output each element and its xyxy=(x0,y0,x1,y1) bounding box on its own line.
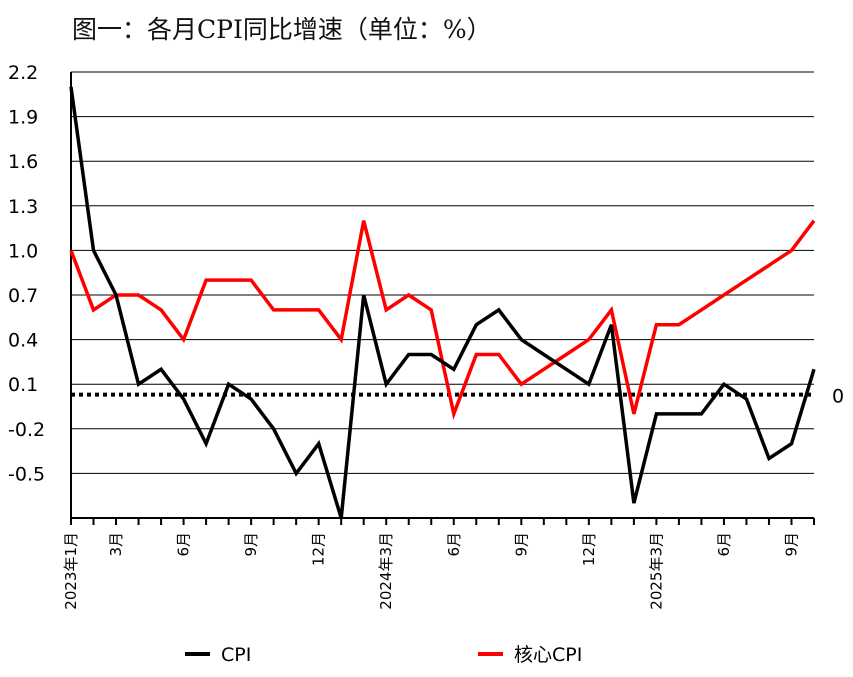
legend-label: 核心CPI xyxy=(514,644,582,666)
y-tick-label: 1.0 xyxy=(8,240,38,262)
zero-reference: 0 xyxy=(71,386,844,408)
reference-label: 0 xyxy=(832,386,844,408)
y-tick-label: 1.6 xyxy=(8,151,38,173)
y-tick-label: 0.4 xyxy=(8,330,38,352)
x-tick-label: 3月 xyxy=(107,532,125,557)
y-axis-ticks: 2.2 1.9 1.6 1.3 1.0 0.7 0.4 0.1 -0.2 -0.5 xyxy=(8,62,45,485)
y-tick-label: 0.7 xyxy=(8,285,38,307)
series-line-core-cpi xyxy=(69,219,816,421)
legend: CPI 核心CPI xyxy=(185,644,582,666)
x-tick-label: 12月 xyxy=(580,532,598,566)
x-tick-label: 2025年3月 xyxy=(647,532,665,610)
y-tick-label: 1.9 xyxy=(8,107,38,129)
axes xyxy=(70,72,814,519)
legend-label: CPI xyxy=(221,644,251,666)
chart-title: 图一：各月CPI同比增速（单位：%） xyxy=(72,15,492,44)
series-lines xyxy=(69,86,816,519)
x-tick-label: 6月 xyxy=(175,532,193,557)
gridlines xyxy=(71,71,814,474)
x-tick-label: 6月 xyxy=(445,532,463,557)
y-tick-label: 0.1 xyxy=(8,374,38,396)
x-tick-label: 9月 xyxy=(242,532,260,557)
x-axis-ticks: 2023年1月 3月 6月 9月 12月 2024年3月 6月 9月 12月 2025年3月 6月 9… xyxy=(62,518,815,610)
y-tick-label: -0.2 xyxy=(8,419,45,441)
x-tick-label: 12月 xyxy=(310,532,328,566)
y-tick-label: -0.5 xyxy=(8,463,45,485)
x-tick-label: 6月 xyxy=(715,532,733,557)
y-tick-label: 2.2 xyxy=(8,62,38,84)
y-tick-label: 1.3 xyxy=(8,196,38,218)
x-tick-label: 9月 xyxy=(782,532,800,557)
series-line-cpi xyxy=(69,86,816,519)
x-tick-label: 9月 xyxy=(512,532,530,557)
x-tick-label: 2024年3月 xyxy=(377,532,395,610)
x-tick-label: 2023年1月 xyxy=(62,532,80,610)
